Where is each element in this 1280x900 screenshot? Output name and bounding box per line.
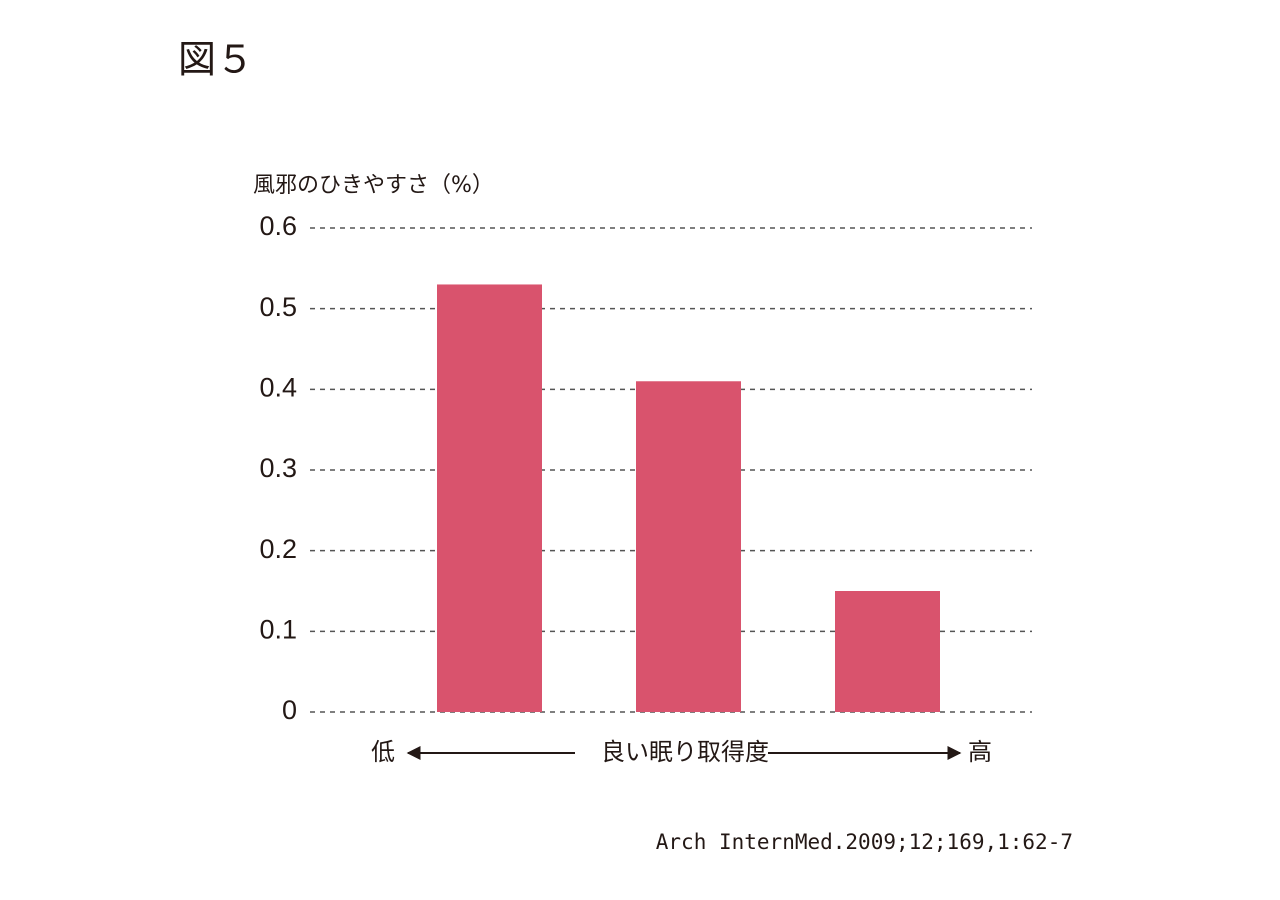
source: Arch InternMed.2009;12;169,1:62-7 <box>656 830 1073 854</box>
y-tick-label: 0.2 <box>259 534 297 564</box>
bar <box>636 381 741 712</box>
y-tick-label: 0.5 <box>259 292 297 322</box>
x-high-label: 高 <box>968 738 992 766</box>
chart-title: 図５ <box>178 38 254 82</box>
y-tick-label: 0.1 <box>259 614 297 644</box>
y-tick-label: 0.4 <box>259 372 297 402</box>
bar <box>437 284 542 712</box>
x-axis-label: 良い眠り取得度 <box>601 738 769 766</box>
y-axis-label: 風邪のひきやすさ（%） <box>253 173 494 198</box>
bar <box>835 591 940 712</box>
y-tick-label: 0 <box>282 695 297 725</box>
x-low-label: 低 <box>371 738 395 766</box>
y-tick-label: 0.6 <box>259 211 297 241</box>
y-tick-label: 0.3 <box>259 453 297 483</box>
